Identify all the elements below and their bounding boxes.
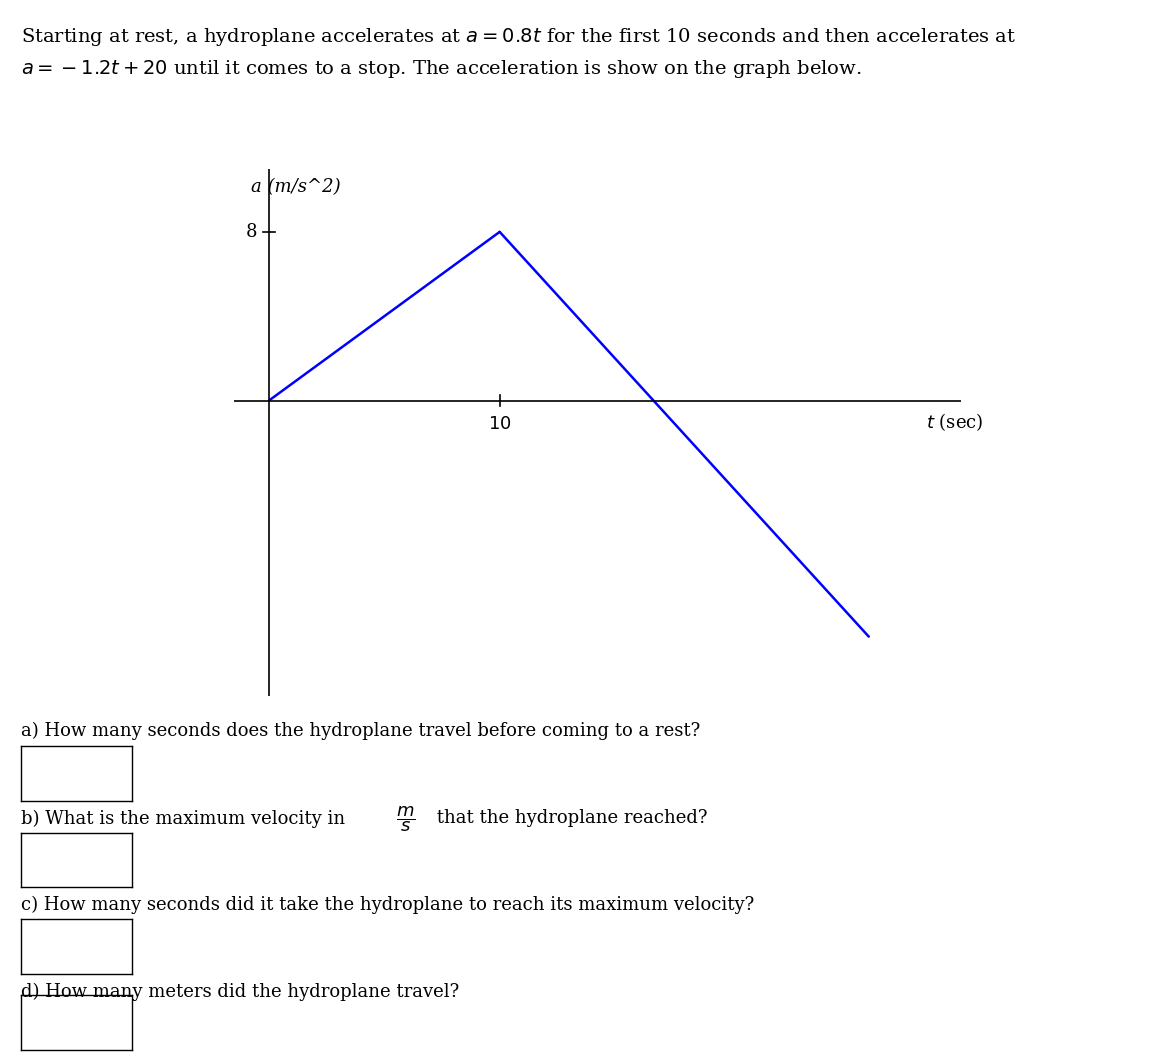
Text: $\dfrac{m}{s}$: $\dfrac{m}{s}$	[396, 804, 416, 834]
Text: 8: 8	[246, 222, 258, 241]
Text: a (m/s^2): a (m/s^2)	[251, 178, 340, 196]
Text: Starting at rest, a hydroplane accelerates at $a = 0.8t$ for the first 10 second: Starting at rest, a hydroplane accelerat…	[21, 26, 1016, 48]
Text: that the hydroplane reached?: that the hydroplane reached?	[431, 809, 708, 827]
Text: $t$ (sec): $t$ (sec)	[926, 411, 983, 433]
Text: $a = -1.2t + 20$ until it comes to a stop. The acceleration is show on the graph: $a = -1.2t + 20$ until it comes to a sto…	[21, 58, 861, 80]
Text: c) How many seconds did it take the hydroplane to reach its maximum velocity?: c) How many seconds did it take the hydr…	[21, 896, 755, 914]
Text: b) What is the maximum velocity in: b) What is the maximum velocity in	[21, 809, 350, 827]
Text: d) How many meters did the hydroplane travel?: d) How many meters did the hydroplane tr…	[21, 982, 459, 1000]
Text: a) How many seconds does the hydroplane travel before coming to a rest?: a) How many seconds does the hydroplane …	[21, 722, 701, 740]
Text: $10$: $10$	[488, 415, 511, 433]
